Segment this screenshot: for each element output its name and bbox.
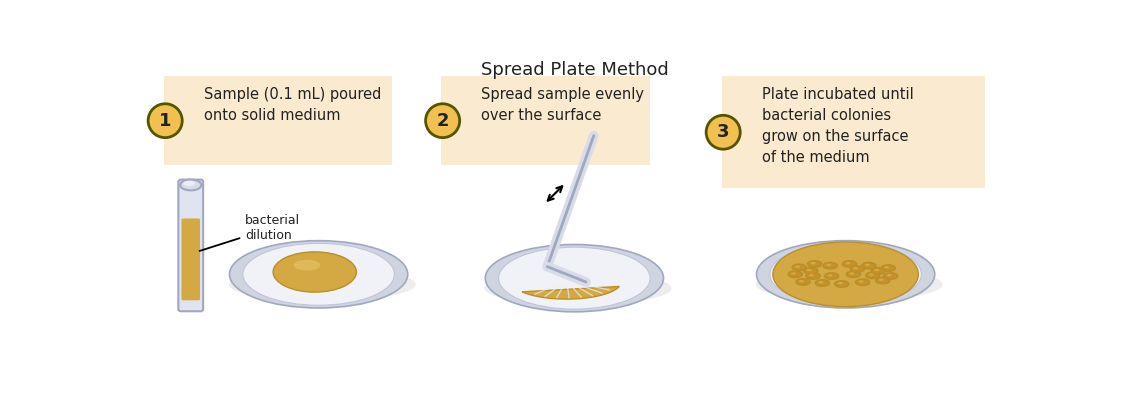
Ellipse shape [806,273,820,279]
Ellipse shape [866,272,879,279]
Ellipse shape [842,261,857,267]
Ellipse shape [792,264,806,270]
Ellipse shape [874,269,879,271]
Ellipse shape [853,267,858,270]
Circle shape [148,104,182,138]
Text: Plate incubated until
bacterial colonies
grow on the surface
of the medium: Plate incubated until bacterial colonies… [761,87,914,165]
Ellipse shape [294,260,320,270]
Ellipse shape [757,241,934,308]
Circle shape [706,115,740,149]
Ellipse shape [243,243,394,305]
Ellipse shape [876,277,889,284]
Ellipse shape [811,262,815,264]
Ellipse shape [834,281,849,287]
Ellipse shape [884,273,897,279]
FancyBboxPatch shape [722,76,985,188]
FancyBboxPatch shape [164,76,392,165]
Ellipse shape [273,252,356,292]
Ellipse shape [869,274,874,276]
Ellipse shape [838,282,842,285]
Ellipse shape [849,272,855,275]
Ellipse shape [788,271,802,277]
Ellipse shape [828,274,832,277]
Ellipse shape [850,266,865,272]
Circle shape [426,104,459,138]
FancyBboxPatch shape [441,76,650,165]
Ellipse shape [856,279,869,285]
Ellipse shape [773,242,919,307]
Ellipse shape [804,268,818,274]
Ellipse shape [485,244,664,312]
Ellipse shape [871,268,885,274]
Ellipse shape [796,279,810,285]
Ellipse shape [865,264,870,266]
Ellipse shape [879,279,884,281]
Ellipse shape [809,274,814,277]
Ellipse shape [884,266,889,268]
Ellipse shape [827,264,831,266]
Text: 1: 1 [159,112,172,130]
Text: bacterial
dilution: bacterial dilution [200,214,300,251]
Ellipse shape [795,265,800,268]
Ellipse shape [861,263,876,269]
Ellipse shape [819,281,823,283]
Ellipse shape [484,272,672,305]
Ellipse shape [886,274,892,277]
Ellipse shape [792,272,796,275]
Text: 2: 2 [437,112,449,130]
Ellipse shape [846,262,850,264]
PathPatch shape [522,286,619,299]
Text: Spread sample evenly
over the surface: Spread sample evenly over the surface [482,87,645,123]
Ellipse shape [798,280,804,283]
Ellipse shape [756,268,943,301]
Ellipse shape [823,263,837,269]
Ellipse shape [882,265,895,271]
Ellipse shape [229,268,416,301]
Ellipse shape [183,181,195,186]
FancyBboxPatch shape [179,180,203,311]
FancyBboxPatch shape [182,219,200,300]
Ellipse shape [180,180,201,190]
Ellipse shape [807,261,822,267]
Text: Spread Plate Method: Spread Plate Method [482,61,669,79]
Text: 3: 3 [716,123,730,141]
Ellipse shape [859,280,864,283]
Ellipse shape [815,280,830,286]
Ellipse shape [824,273,839,279]
Ellipse shape [806,269,812,271]
Ellipse shape [499,247,650,309]
Ellipse shape [847,271,860,277]
Ellipse shape [229,241,408,308]
Text: Sample (0.1 mL) poured
onto solid medium: Sample (0.1 mL) poured onto solid medium [204,87,382,123]
Ellipse shape [770,243,921,305]
